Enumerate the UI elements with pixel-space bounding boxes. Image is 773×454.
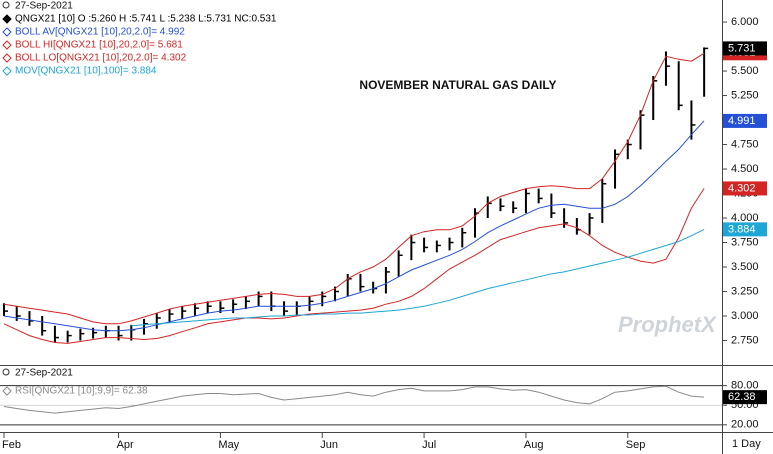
legend-marker	[2, 40, 12, 50]
chart-title: NOVEMBER NATURAL GAS DAILY	[359, 78, 556, 92]
series-line	[3, 385, 705, 414]
axis-tag-label: 4.991	[728, 115, 756, 127]
axis-tag	[723, 222, 767, 237]
search-icon	[2, 368, 10, 376]
legend-label: QNGX21 [10] O :5.260 H :5.741 L :5.238 L…	[15, 14, 277, 25]
legend-label: MOV[QNGX21 [10],100]= 3.884	[15, 66, 157, 77]
legend-marker	[2, 66, 12, 76]
y-tick-label: 5.250	[731, 89, 759, 101]
legend-label: BOLL HI[QNGX21 [10],20,2.0]= 5.681	[15, 40, 183, 51]
axis-tag-label: 5.731	[728, 42, 756, 54]
axis-tag-label: 3.884	[728, 223, 756, 235]
legend-label: RSI[QNGX21 [10];9,9]= 62.38	[15, 386, 148, 397]
axis-tag	[723, 113, 767, 128]
y-tick-label: 3.750	[731, 236, 759, 248]
series-line	[3, 188, 705, 344]
axis-tag	[723, 390, 767, 405]
search-icon	[2, 1, 10, 9]
y-tick-label: 6.000	[731, 16, 759, 28]
legend-label: BOLL AV[QNGX21 [10],20,2.0]= 4.992	[15, 27, 185, 38]
axis-tag-label: 4.302	[728, 182, 756, 194]
y-tick-label: 4.750	[731, 138, 759, 150]
series-line	[3, 52, 705, 325]
x-tick-label: Jul	[422, 439, 436, 451]
x-tick-label: May	[218, 439, 239, 451]
legend-marker	[2, 53, 12, 63]
series-line	[131, 228, 705, 327]
y-tick-label: 4.000	[731, 212, 759, 224]
y-tick-label: 2.750	[731, 334, 759, 346]
x-tick-label: Jun	[320, 439, 338, 451]
y-tick-label: 3.000	[731, 310, 759, 322]
y-tick-label: 5.500	[731, 65, 759, 77]
legend-label: BOLL LO[QNGX21 [10],20,2.0]= 4.302	[15, 53, 187, 64]
rsi-date-label: 27-Sep-2021	[15, 368, 73, 379]
y-tick-label: 80.00	[731, 380, 759, 392]
axis-tag	[723, 181, 767, 196]
x-tick-label: Feb	[2, 439, 21, 451]
series-line	[3, 120, 705, 332]
y-tick-label: 3.500	[731, 261, 759, 273]
watermark: ProphetX	[618, 312, 717, 337]
interval-label: 1 Day	[732, 438, 761, 450]
y-tick-label: 3.250	[731, 285, 759, 297]
legend-marker	[2, 27, 12, 37]
x-tick-label: Apr	[117, 439, 134, 451]
y-tick-label: 4.500	[731, 163, 759, 175]
x-tick-label: Sep	[626, 439, 646, 451]
date-label: 27-Sep-2021	[15, 1, 73, 12]
axis-tag	[723, 41, 767, 56]
y-tick-label: 20.00	[731, 419, 759, 431]
x-tick-label: Aug	[524, 439, 544, 451]
legend-marker	[2, 386, 12, 396]
legend-marker	[2, 14, 12, 24]
axis-tag-label: 62.38	[728, 391, 756, 403]
